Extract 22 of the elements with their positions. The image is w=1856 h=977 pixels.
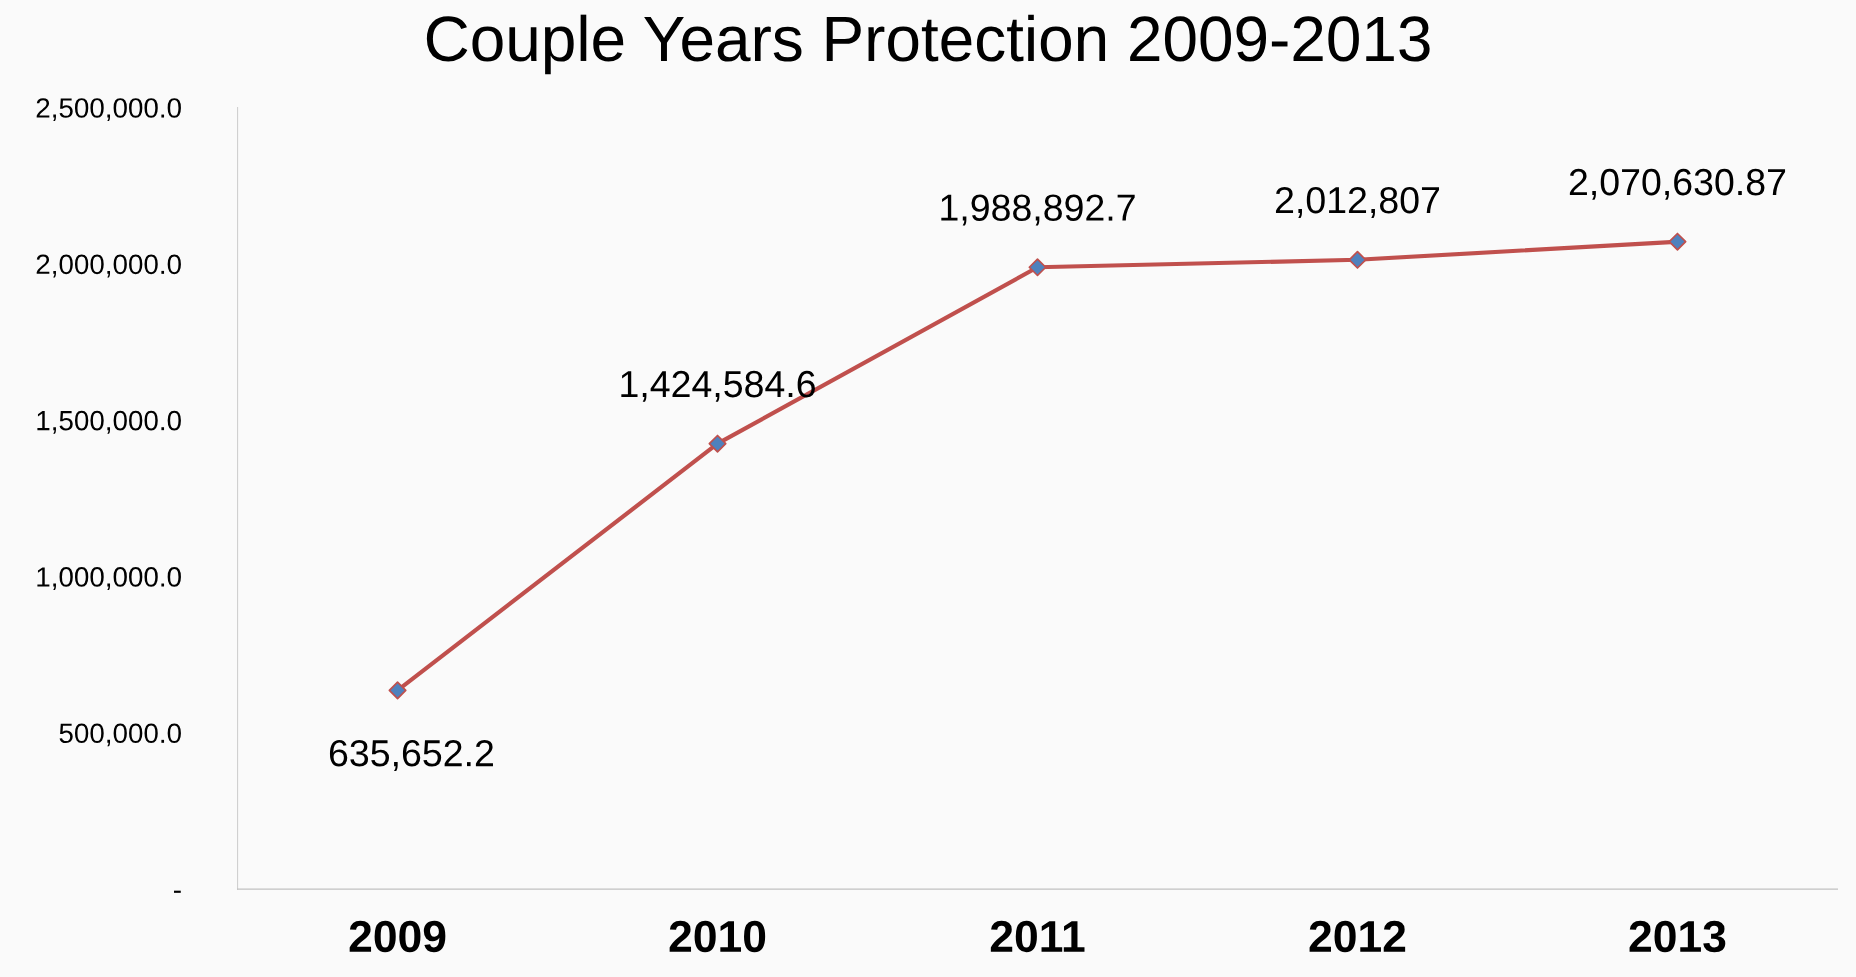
x-tick-label: 2012 <box>1309 920 1406 953</box>
data-label: 635,652.2 <box>329 739 493 771</box>
x-tick-label: 2011 <box>990 920 1085 953</box>
data-label: 1,424,584.6 <box>621 370 815 402</box>
x-tick-label: 2013 <box>1629 920 1726 953</box>
y-tick-label: - <box>174 890 181 893</box>
point <box>1028 258 1047 277</box>
y-tick-label: 1,000,000.0 <box>37 567 181 591</box>
point <box>1348 250 1367 269</box>
data-label: 2,070,630.87 <box>1569 168 1786 200</box>
y-tick-label: 2,000,000.0 <box>36 254 181 278</box>
data-label: 1,988,892.7 <box>941 194 1135 226</box>
data-label: 2,012,807 <box>1275 186 1440 218</box>
y-tick-label: 500,000.0 <box>59 723 181 747</box>
x-tick-label: 2010 <box>669 920 766 953</box>
point <box>1668 232 1687 251</box>
point <box>708 434 727 453</box>
x-tick-label: 2009 <box>349 920 446 953</box>
point <box>388 681 407 700</box>
chart-title: Couple Years Protection 2009-2013 <box>426 14 1430 75</box>
y-tick-label: 1,500,000.0 <box>37 410 181 434</box>
y-tick-label: 2,500,000.0 <box>36 98 181 122</box>
